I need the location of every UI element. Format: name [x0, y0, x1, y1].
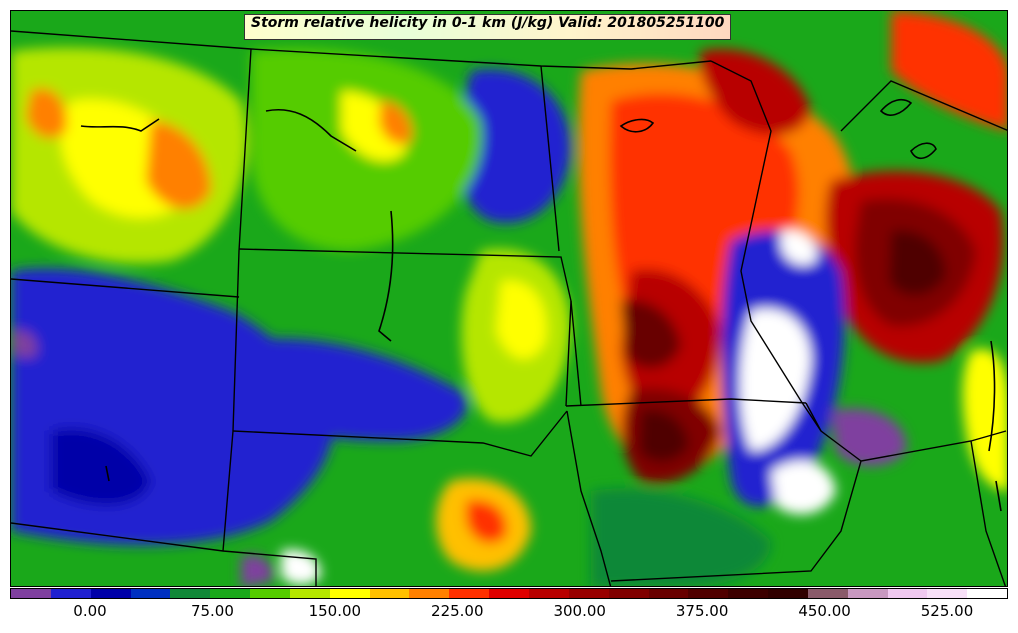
state-boundaries — [11, 30, 1007, 586]
colorbar-segment — [11, 589, 51, 598]
colorbar-segment — [449, 589, 490, 598]
colorbar-segment — [50, 589, 91, 598]
colorbar — [10, 588, 1008, 599]
colorbar-segment — [847, 589, 888, 598]
colorbar-tick-label: 300.00 — [553, 602, 606, 620]
colorbar-segment — [90, 589, 131, 598]
colorbar-segment — [688, 589, 729, 598]
colorbar-segment — [369, 589, 410, 598]
colorbar-segment — [608, 589, 649, 598]
colorbar-segment — [210, 589, 251, 598]
colorbar-segment — [409, 589, 450, 598]
colorbar-segment — [130, 589, 171, 598]
helicity-field — [11, 11, 1007, 586]
colorbar-tick-label: 525.00 — [920, 602, 974, 620]
colorbar-segment — [967, 589, 1008, 598]
helicity-map — [10, 10, 1008, 587]
colorbar-tick-label: 450.00 — [798, 602, 851, 620]
colorbar-tick-label: 75.00 — [190, 602, 234, 620]
colorbar-segment — [887, 589, 928, 598]
colorbar-segment — [489, 589, 529, 598]
colorbar-segment — [927, 589, 968, 598]
map-canvas — [11, 11, 1007, 586]
colorbar-tick-label: 375.00 — [675, 602, 729, 620]
colorbar-tick-label: 150.00 — [308, 602, 362, 620]
colorbar-segment — [250, 589, 290, 598]
colorbar-tick-label: 0.00 — [73, 602, 107, 620]
colorbar-segment — [170, 589, 211, 598]
colorbar-segment — [329, 589, 370, 598]
colorbar-segment — [568, 589, 609, 598]
water-features — [80, 98, 1002, 512]
colorbar-tick-label: 225.00 — [431, 602, 484, 620]
colorbar-segment — [807, 589, 848, 598]
colorbar-segment — [528, 589, 569, 598]
colorbar-segment — [289, 589, 330, 598]
colorbar-segment — [768, 589, 808, 598]
colorbar-segment — [648, 589, 689, 598]
colorbar-segment — [728, 589, 769, 598]
colorbar-ticks: 0.00 75.00 150.00 225.00 300.00 375.00 450.00 5… — [10, 602, 1008, 626]
map-title: Storm relative helicity in 0-1 km (J/kg)… — [244, 14, 732, 40]
